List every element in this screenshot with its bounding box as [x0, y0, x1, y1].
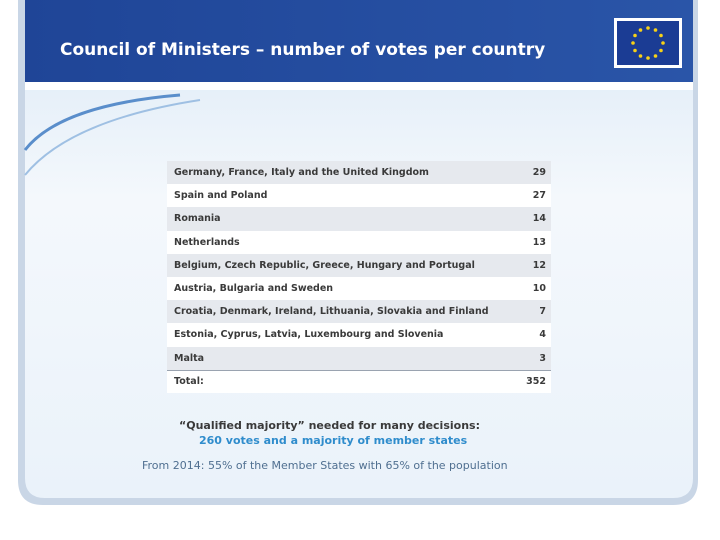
country-group: Netherlands [174, 236, 240, 248]
note: 260 votes and a majority of member state… [199, 434, 468, 447]
star [661, 41, 665, 45]
star [633, 48, 637, 53]
country-group: Romania [174, 213, 221, 225]
country-group: Total: [174, 376, 204, 388]
flag-stars [631, 26, 665, 60]
votes: 29 [532, 167, 546, 179]
swoosh [23, 93, 181, 151]
table-row: Croatia, Denmark, Ireland, Lithuania, Sl… [167, 300, 551, 324]
table-row: Netherlands 13 [167, 230, 551, 254]
table-row: Germany, France, Italy and the United Ki… [167, 161, 551, 185]
star [633, 33, 637, 38]
votes: 13 [532, 236, 546, 248]
table-row: Romania 14 [167, 207, 551, 231]
star [638, 54, 643, 58]
star [646, 56, 650, 60]
votes: 4 [539, 329, 546, 341]
country-group: Austria, Bulgaria and Sweden [174, 283, 334, 295]
total-row: Total: 352 [167, 369, 551, 393]
star [653, 54, 658, 58]
note: “Qualified majority” needed for many dec… [179, 419, 480, 432]
country-group: Malta [174, 352, 205, 364]
star [653, 28, 658, 32]
country-group: Estonia, Cyprus, Latvia, Luxembourg and … [174, 329, 444, 341]
header-rule [25, 82, 693, 90]
table-row: Estonia, Cyprus, Latvia, Luxembourg and … [167, 323, 551, 347]
star [638, 28, 643, 32]
star [659, 33, 663, 38]
table-row: Austria, Bulgaria and Sweden 10 [167, 276, 551, 301]
table-row: Spain and Poland 27 [167, 184, 551, 208]
country-group: Croatia, Denmark, Ireland, Lithuania, Sl… [174, 306, 489, 318]
star [659, 48, 663, 53]
votes: 3 [539, 352, 546, 364]
swoosh [24, 99, 201, 176]
star [646, 26, 650, 30]
table-row: Belgium, Czech Republic, Greece, Hungary… [167, 253, 551, 277]
country-group: Spain and Poland [174, 190, 268, 202]
header-band [25, 0, 693, 82]
votes: 352 [526, 376, 546, 388]
slide-title: Council of Ministers – number of votes p… [60, 40, 546, 60]
note: From 2014: 55% of the Member States with… [142, 459, 508, 472]
country-group: Germany, France, Italy and the United Ki… [174, 167, 429, 179]
votes: 27 [532, 190, 546, 202]
votes: 12 [532, 259, 546, 271]
votes: 7 [539, 306, 546, 318]
country-group: Belgium, Czech Republic, Greece, Hungary… [174, 259, 475, 271]
table-row: Malta 3 [167, 346, 551, 370]
votes-table: Germany, France, Italy and the United Ki… [167, 161, 551, 393]
star [631, 41, 635, 45]
votes: 14 [532, 213, 546, 225]
votes: 10 [532, 283, 546, 295]
